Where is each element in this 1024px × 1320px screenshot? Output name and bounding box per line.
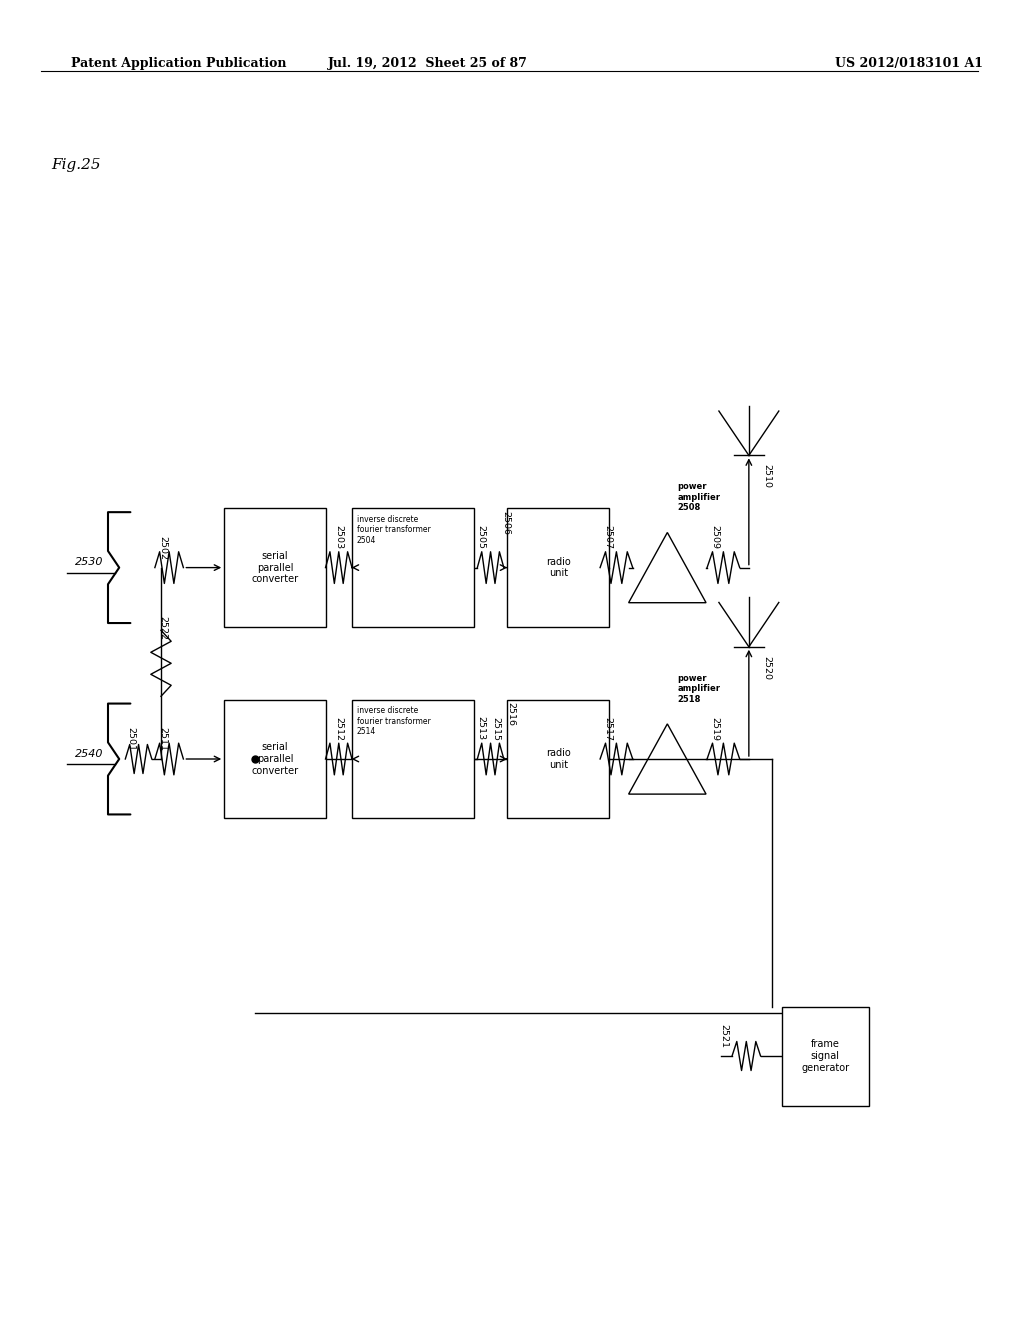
Text: 2519: 2519	[711, 717, 720, 741]
Text: power
amplifier
2518: power amplifier 2518	[678, 673, 721, 704]
Text: 2509: 2509	[711, 525, 720, 549]
Text: US 2012/0183101 A1: US 2012/0183101 A1	[836, 57, 983, 70]
Text: 2502: 2502	[159, 536, 168, 560]
Text: 2511: 2511	[159, 727, 168, 751]
Text: Patent Application Publication: Patent Application Publication	[72, 57, 287, 70]
Text: 2521: 2521	[720, 1024, 728, 1048]
Text: 2530: 2530	[76, 557, 103, 568]
Text: 2522: 2522	[159, 615, 168, 640]
FancyBboxPatch shape	[782, 1006, 868, 1106]
FancyBboxPatch shape	[351, 700, 474, 818]
Text: Fig.25: Fig.25	[51, 158, 100, 173]
Text: inverse discrete
fourier transformer
2504: inverse discrete fourier transformer 250…	[356, 515, 430, 545]
Text: 2520: 2520	[763, 656, 772, 680]
Text: serial
parallel
converter: serial parallel converter	[252, 550, 299, 585]
Text: radio
unit: radio unit	[546, 557, 570, 578]
Text: Jul. 19, 2012  Sheet 25 of 87: Jul. 19, 2012 Sheet 25 of 87	[328, 57, 527, 70]
FancyBboxPatch shape	[507, 508, 609, 627]
Text: 2506: 2506	[502, 511, 510, 535]
Text: 2516: 2516	[507, 702, 515, 726]
Text: frame
signal
generator: frame signal generator	[801, 1039, 849, 1073]
Text: 2503: 2503	[334, 525, 343, 549]
Text: radio
unit: radio unit	[546, 748, 570, 770]
Text: 2517: 2517	[604, 717, 612, 741]
FancyBboxPatch shape	[224, 700, 326, 818]
Text: serial
parallel
converter: serial parallel converter	[252, 742, 299, 776]
Text: 2512: 2512	[334, 717, 343, 741]
Text: 2513: 2513	[476, 717, 485, 741]
Text: 2507: 2507	[604, 525, 612, 549]
Text: 2501: 2501	[126, 727, 135, 751]
Text: 2505: 2505	[476, 525, 485, 549]
FancyBboxPatch shape	[224, 508, 326, 627]
FancyBboxPatch shape	[507, 700, 609, 818]
Text: inverse discrete
fourier transformer
2514: inverse discrete fourier transformer 251…	[356, 706, 430, 737]
FancyBboxPatch shape	[351, 508, 474, 627]
Text: 2515: 2515	[492, 717, 500, 741]
Text: 2510: 2510	[763, 465, 772, 488]
Text: power
amplifier
2508: power amplifier 2508	[678, 482, 721, 512]
Text: 2540: 2540	[76, 748, 103, 759]
